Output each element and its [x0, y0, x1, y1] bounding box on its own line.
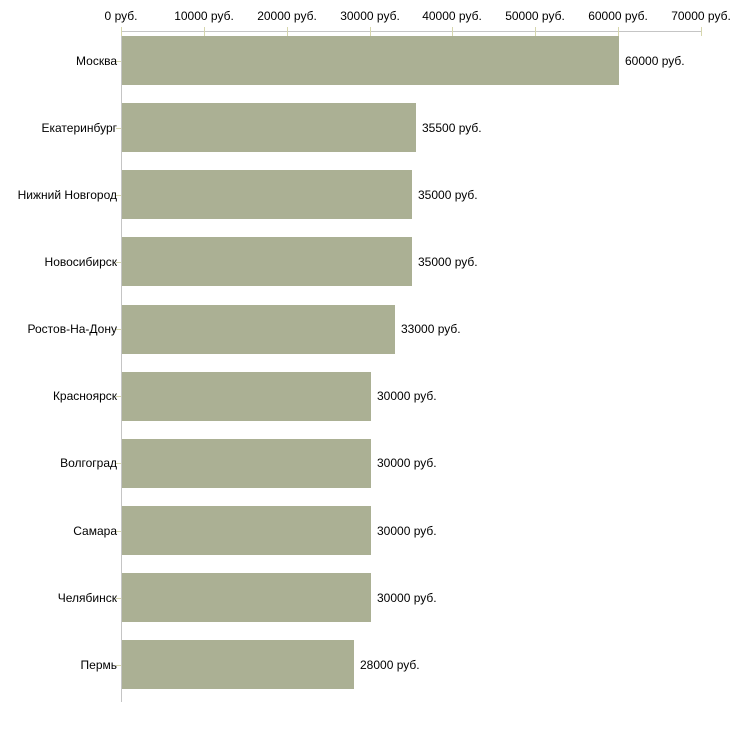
y-axis-tick-mark — [116, 463, 121, 464]
bar-Самара — [122, 506, 371, 555]
category-label: Ростов-На-Дону — [27, 322, 117, 336]
bar-Нижний Новгород — [122, 170, 412, 219]
bar-Красноярск — [122, 372, 371, 421]
category-label: Москва — [76, 54, 117, 68]
x-axis-tick-label: 0 руб. — [104, 9, 138, 23]
y-axis-tick-mark — [116, 61, 121, 62]
y-axis-line — [121, 31, 122, 702]
x-axis-tick-mark — [204, 27, 205, 36]
category-label: Екатеринбург — [41, 121, 118, 135]
x-axis-tick-label: 70000 руб. — [671, 9, 730, 23]
value-label: 35500 руб. — [422, 121, 482, 135]
y-axis-tick-mark — [116, 329, 121, 330]
y-axis-tick-mark — [116, 262, 121, 263]
x-axis-tick-mark — [452, 27, 453, 36]
value-label: 30000 руб. — [377, 389, 437, 403]
y-axis-tick-mark — [116, 128, 121, 129]
y-axis-tick-mark — [116, 531, 121, 532]
y-axis-tick-mark — [116, 396, 121, 397]
value-label: 28000 руб. — [360, 658, 420, 672]
bar-Москва — [122, 36, 619, 85]
category-label: Красноярск — [52, 389, 117, 403]
x-axis-tick-label: 40000 руб. — [422, 9, 482, 23]
x-axis-tick-label: 50000 руб. — [505, 9, 565, 23]
x-axis-tick-mark — [701, 27, 702, 36]
category-label: Волгоград — [60, 456, 117, 470]
bar-Екатеринбург — [122, 103, 416, 152]
x-axis-tick-mark — [121, 27, 122, 36]
x-axis-tick-label: 30000 руб. — [340, 9, 400, 23]
bar-Челябинск — [122, 573, 371, 622]
y-axis-tick-mark — [116, 665, 121, 666]
category-label: Пермь — [80, 658, 117, 672]
x-axis-tick-mark — [535, 27, 536, 36]
value-label: 60000 руб. — [625, 54, 685, 68]
category-label: Новосибирск — [44, 255, 117, 269]
x-axis-line — [121, 31, 702, 32]
y-axis-tick-mark — [116, 195, 121, 196]
value-label: 33000 руб. — [401, 322, 461, 336]
value-label: 30000 руб. — [377, 456, 437, 470]
category-label: Нижний Новгород — [17, 188, 117, 202]
x-axis-tick-label: 10000 руб. — [174, 9, 234, 23]
x-axis-tick-label: 20000 руб. — [257, 9, 317, 23]
value-label: 35000 руб. — [418, 255, 478, 269]
y-axis-tick-mark — [116, 598, 121, 599]
value-label: 30000 руб. — [377, 591, 437, 605]
x-axis-tick-label: 60000 руб. — [588, 9, 648, 23]
bar-Волгоград — [122, 439, 371, 488]
value-label: 30000 руб. — [377, 524, 437, 538]
bar-Пермь — [122, 640, 354, 689]
x-axis-tick-mark — [618, 27, 619, 36]
category-label: Самара — [73, 524, 117, 538]
value-label: 35000 руб. — [418, 188, 478, 202]
bar-Ростов-На-Дону — [122, 305, 395, 354]
x-axis-tick-mark — [287, 27, 288, 36]
bar-Новосибирск — [122, 237, 412, 286]
x-axis-tick-mark — [370, 27, 371, 36]
category-label: Челябинск — [57, 591, 117, 605]
